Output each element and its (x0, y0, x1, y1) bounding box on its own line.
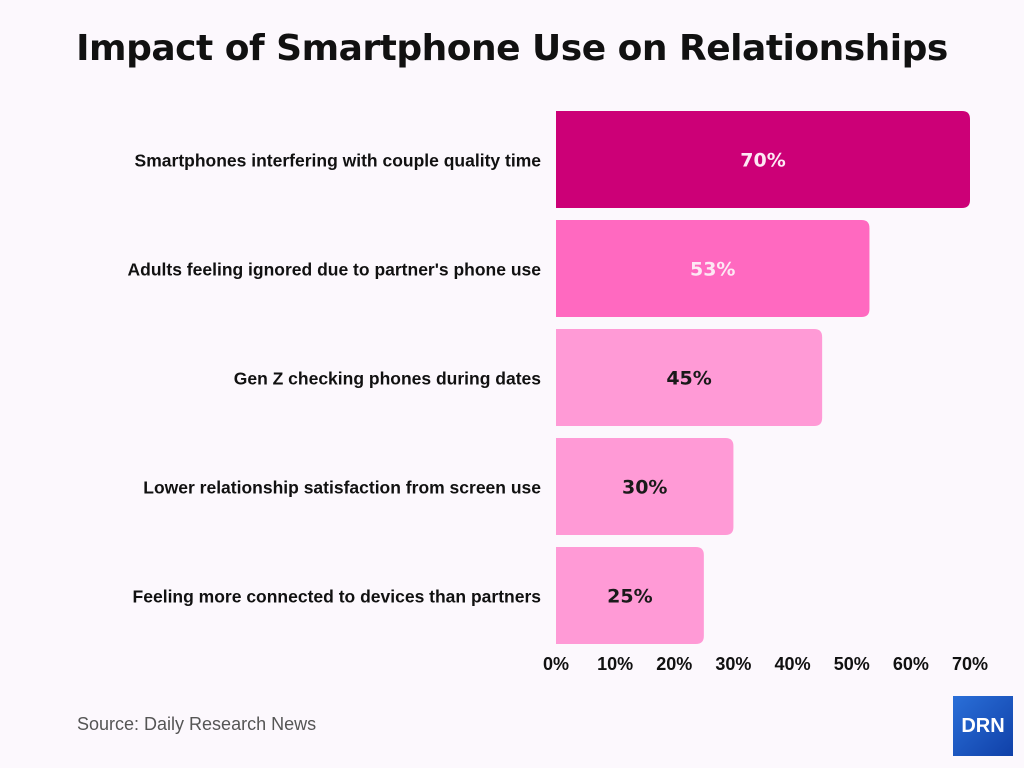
x-tick-label: 30% (715, 654, 751, 674)
drn-logo: DRN (953, 696, 1013, 756)
category-label: Feeling more connected to devices than p… (133, 587, 542, 607)
data-label: 25% (607, 586, 652, 608)
x-tick-label: 70% (952, 654, 988, 674)
x-tick-label: 10% (597, 654, 633, 674)
bar (556, 438, 734, 535)
logo-text: DRN (961, 714, 1005, 737)
bar (556, 111, 970, 208)
bar (556, 547, 704, 644)
data-label: 53% (690, 259, 735, 281)
data-label: 30% (622, 477, 667, 499)
x-tick-label: 40% (775, 654, 811, 674)
chart-title: Impact of Smartphone Use on Relationship… (76, 28, 948, 69)
bar (556, 220, 870, 317)
category-label: Gen Z checking phones during dates (234, 369, 542, 389)
data-label: 45% (666, 368, 711, 390)
category-label: Smartphones interfering with couple qual… (135, 151, 542, 171)
x-tick-label: 20% (656, 654, 692, 674)
data-label: 70% (740, 150, 785, 172)
x-tick-label: 50% (834, 654, 870, 674)
source-note: Source: Daily Research News (77, 714, 317, 734)
category-label: Lower relationship satisfaction from scr… (143, 478, 541, 498)
bar (556, 329, 823, 426)
category-label: Adults feeling ignored due to partner's … (128, 260, 542, 280)
x-tick-label: 60% (893, 654, 929, 674)
x-tick-label: 0% (543, 654, 569, 674)
